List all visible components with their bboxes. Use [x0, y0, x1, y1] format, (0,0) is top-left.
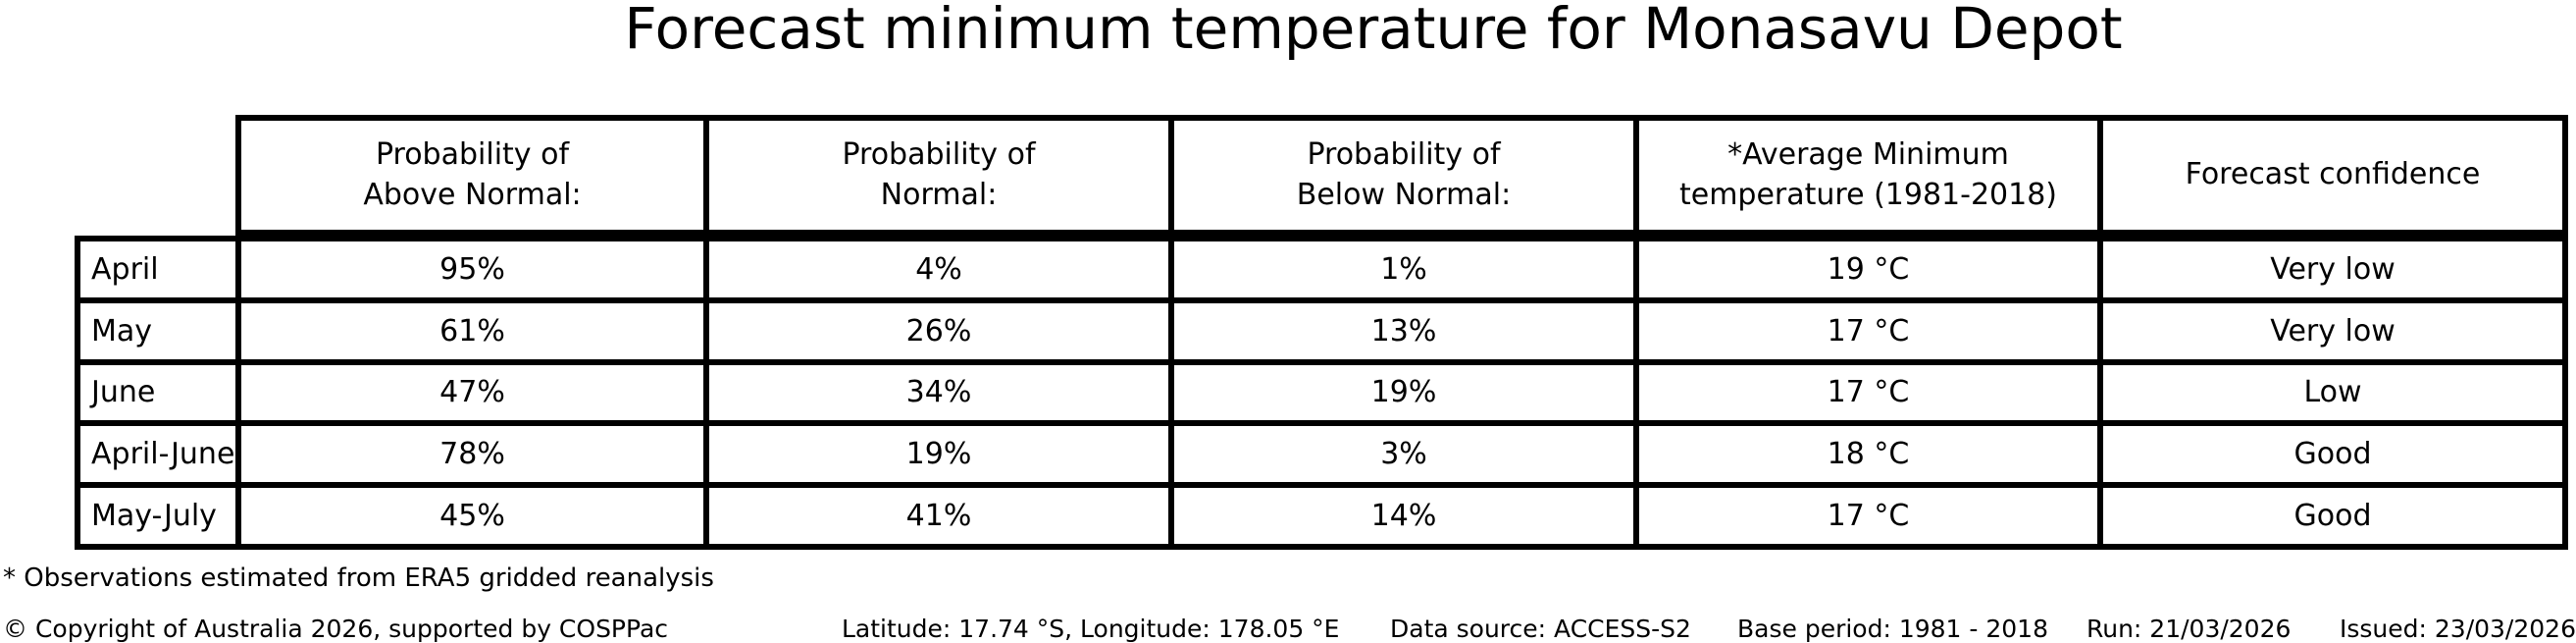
column-header-forecast-confidence: Forecast confidence: [2103, 121, 2562, 230]
avg-min-temp-cell: 17 °C: [1639, 302, 2097, 359]
above-normal-cell: 47%: [241, 364, 703, 421]
observations-footnote: * Observations estimated from ERA5 gridd…: [3, 563, 714, 593]
normal-cell: 34%: [709, 364, 1168, 421]
row-label-may-july: May-July: [80, 488, 235, 544]
forecast-table-header: Probability of Above Normal: Probability…: [235, 115, 2568, 236]
avg-min-temp-cell: 19 °C: [1639, 241, 2097, 297]
column-header-normal: Probability of Normal:: [709, 121, 1168, 230]
below-normal-cell: 14%: [1174, 488, 1633, 544]
confidence-cell: Low: [2103, 364, 2562, 421]
confidence-cell: Very low: [2103, 302, 2562, 359]
row-label-april-june: April-June: [80, 426, 235, 483]
above-normal-cell: 78%: [241, 426, 703, 483]
row-label-june: June: [80, 364, 235, 421]
avg-min-temp-cell: 17 °C: [1639, 488, 2097, 544]
normal-cell: 19%: [709, 426, 1168, 483]
confidence-cell: Good: [2103, 426, 2562, 483]
run-date-text: Run: 21/03/2026: [2087, 615, 2292, 643]
row-label-may: May: [80, 302, 235, 359]
forecast-table-body: April 95% 4% 1% 19 °C Very low May 61% 2…: [75, 236, 2568, 550]
below-normal-cell: 1%: [1174, 241, 1633, 297]
confidence-cell: Good: [2103, 488, 2562, 544]
issued-date-text: Issued: 23/03/2026: [2340, 615, 2576, 643]
page-title: Forecast minimum temperature for Monasav…: [624, 0, 2123, 62]
above-normal-cell: 45%: [241, 488, 703, 544]
column-header-below-normal: Probability of Below Normal:: [1174, 121, 1633, 230]
below-normal-cell: 3%: [1174, 426, 1633, 483]
normal-cell: 41%: [709, 488, 1168, 544]
confidence-cell: Very low: [2103, 241, 2562, 297]
column-header-above-normal: Probability of Above Normal:: [241, 121, 703, 230]
below-normal-cell: 13%: [1174, 302, 1633, 359]
above-normal-cell: 95%: [241, 241, 703, 297]
lat-long-text: Latitude: 17.74 °S, Longitude: 178.05 °E: [842, 615, 1340, 643]
avg-min-temp-cell: 18 °C: [1639, 426, 2097, 483]
base-period-text: Base period: 1981 - 2018: [1737, 615, 2048, 643]
column-header-average-min-temp: *Average Minimum temperature (1981-2018): [1639, 121, 2097, 230]
below-normal-cell: 19%: [1174, 364, 1633, 421]
normal-cell: 4%: [709, 241, 1168, 297]
row-label-april: April: [80, 241, 235, 297]
avg-min-temp-cell: 17 °C: [1639, 364, 2097, 421]
above-normal-cell: 61%: [241, 302, 703, 359]
copyright-text: © Copyright of Australia 2026, supported…: [3, 615, 669, 643]
data-source-text: Data source: ACCESS-S2: [1390, 615, 1691, 643]
normal-cell: 26%: [709, 302, 1168, 359]
